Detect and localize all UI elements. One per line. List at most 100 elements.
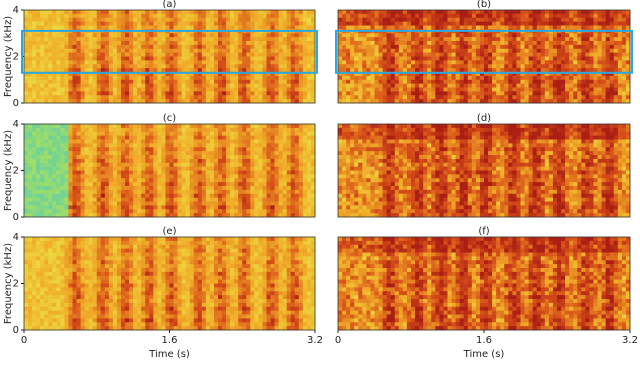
spectrogram-cell [178, 143, 182, 147]
spectrogram-cell [56, 84, 60, 88]
spectrogram-cell [56, 178, 60, 182]
spectrogram-cell [129, 68, 133, 72]
spectrogram-cell [439, 76, 443, 80]
spectrogram-cell [218, 14, 222, 18]
spectrogram-cell [206, 14, 210, 18]
spectrogram-cell [161, 14, 165, 18]
spectrogram-cell [81, 60, 85, 64]
spectrogram-cell [157, 174, 161, 178]
spectrogram-cell [512, 76, 516, 80]
spectrogram-cell [267, 18, 271, 22]
spectrogram-cell [32, 147, 36, 151]
spectrogram-cell [202, 33, 206, 37]
spectrogram-cell [366, 88, 370, 92]
spectrogram-cell [541, 60, 545, 64]
spectrogram-cell [557, 53, 561, 57]
spectrogram-cell [32, 95, 36, 99]
spectrogram-cell [435, 95, 439, 99]
spectrogram-cell [121, 147, 125, 151]
spectrogram-cell [230, 76, 234, 80]
spectrogram-cell [338, 26, 342, 30]
spectrogram-cell [194, 178, 198, 182]
spectrogram-cell [210, 91, 214, 95]
spectrogram-cell [202, 159, 206, 163]
spectrogram-cell [145, 190, 149, 194]
spectrogram-cell [577, 33, 581, 37]
spectrogram-cell [553, 60, 557, 64]
spectrogram-cell [508, 91, 512, 95]
spectrogram-cell [81, 174, 85, 178]
spectrogram-cell [419, 10, 423, 14]
spectrogram-cell [210, 80, 214, 84]
spectrogram-cell [529, 22, 533, 26]
spectrogram-cell [387, 22, 391, 26]
spectrogram-cell [170, 84, 174, 88]
spectrogram-cell [537, 76, 541, 80]
spectrogram-cell [60, 45, 64, 49]
spectrogram-cell [165, 151, 169, 155]
spectrogram-cell [117, 10, 121, 14]
spectrogram-cell [210, 60, 214, 64]
spectrogram-cell [533, 95, 537, 99]
spectrogram-cell [533, 57, 537, 61]
spectrogram-cell [89, 41, 93, 45]
spectrogram-cell [56, 10, 60, 14]
spectrogram-cell [411, 64, 415, 68]
spectrogram-cell [279, 163, 283, 167]
spectrogram-cell [28, 159, 32, 163]
spectrogram-cell [48, 37, 52, 41]
spectrogram-cell [573, 76, 577, 80]
spectrogram-cell [145, 209, 149, 213]
spectrogram-cell [250, 41, 254, 45]
spectrogram-cell [77, 49, 81, 53]
spectrogram-cell [529, 95, 533, 99]
spectrogram-cell [153, 178, 157, 182]
spectrogram-cell [537, 26, 541, 30]
spectrogram-cell [182, 202, 186, 206]
spectrogram-cell [190, 171, 194, 175]
spectrogram-cell [97, 136, 101, 140]
spectrogram-cell [271, 84, 275, 88]
spectrogram-cell [222, 57, 226, 61]
spectrogram-cell [569, 53, 573, 57]
spectrogram-cell [153, 37, 157, 41]
spectrogram-cell [622, 33, 626, 37]
spectrogram-cell [246, 76, 250, 80]
spectrogram-cell [206, 80, 210, 84]
spectrogram-cell [565, 95, 569, 99]
spectrogram-cell [198, 88, 202, 92]
spectrogram-cell [275, 143, 279, 147]
spectrogram-cell [468, 33, 472, 37]
spectrogram-cell [585, 53, 589, 57]
spectrogram-cell [435, 64, 439, 68]
spectrogram-cell [234, 41, 238, 45]
spectrogram-cell [577, 64, 581, 68]
spectrogram-cell [581, 84, 585, 88]
spectrogram-cell [182, 194, 186, 198]
spectrogram-cell [275, 64, 279, 68]
spectrogram-cell [186, 128, 190, 132]
spectrogram-cell [198, 198, 202, 202]
spectrogram-cell [391, 84, 395, 88]
spectrogram-cell [258, 167, 262, 171]
spectrogram-cell [537, 80, 541, 84]
spectrogram-cell [24, 167, 28, 171]
panel-title: (a) [163, 0, 177, 10]
spectrogram-cell [346, 18, 350, 22]
spectrogram-cell [174, 95, 178, 99]
spectrogram-cell [161, 22, 165, 26]
spectrogram-cell [149, 209, 153, 213]
spectrogram-cell [145, 136, 149, 140]
spectrogram-cell [198, 186, 202, 190]
spectrogram-cell [565, 26, 569, 30]
spectrogram-cell [153, 80, 157, 84]
spectrogram-cell [379, 95, 383, 99]
spectrogram-cell [60, 37, 64, 41]
spectrogram-cell [545, 68, 549, 72]
spectrogram-cell [182, 91, 186, 95]
spectrogram-cell [109, 194, 113, 198]
spectrogram-cell [230, 190, 234, 194]
spectrogram-cell [250, 95, 254, 99]
spectrogram-cell [488, 45, 492, 49]
spectrogram-cell [73, 159, 77, 163]
